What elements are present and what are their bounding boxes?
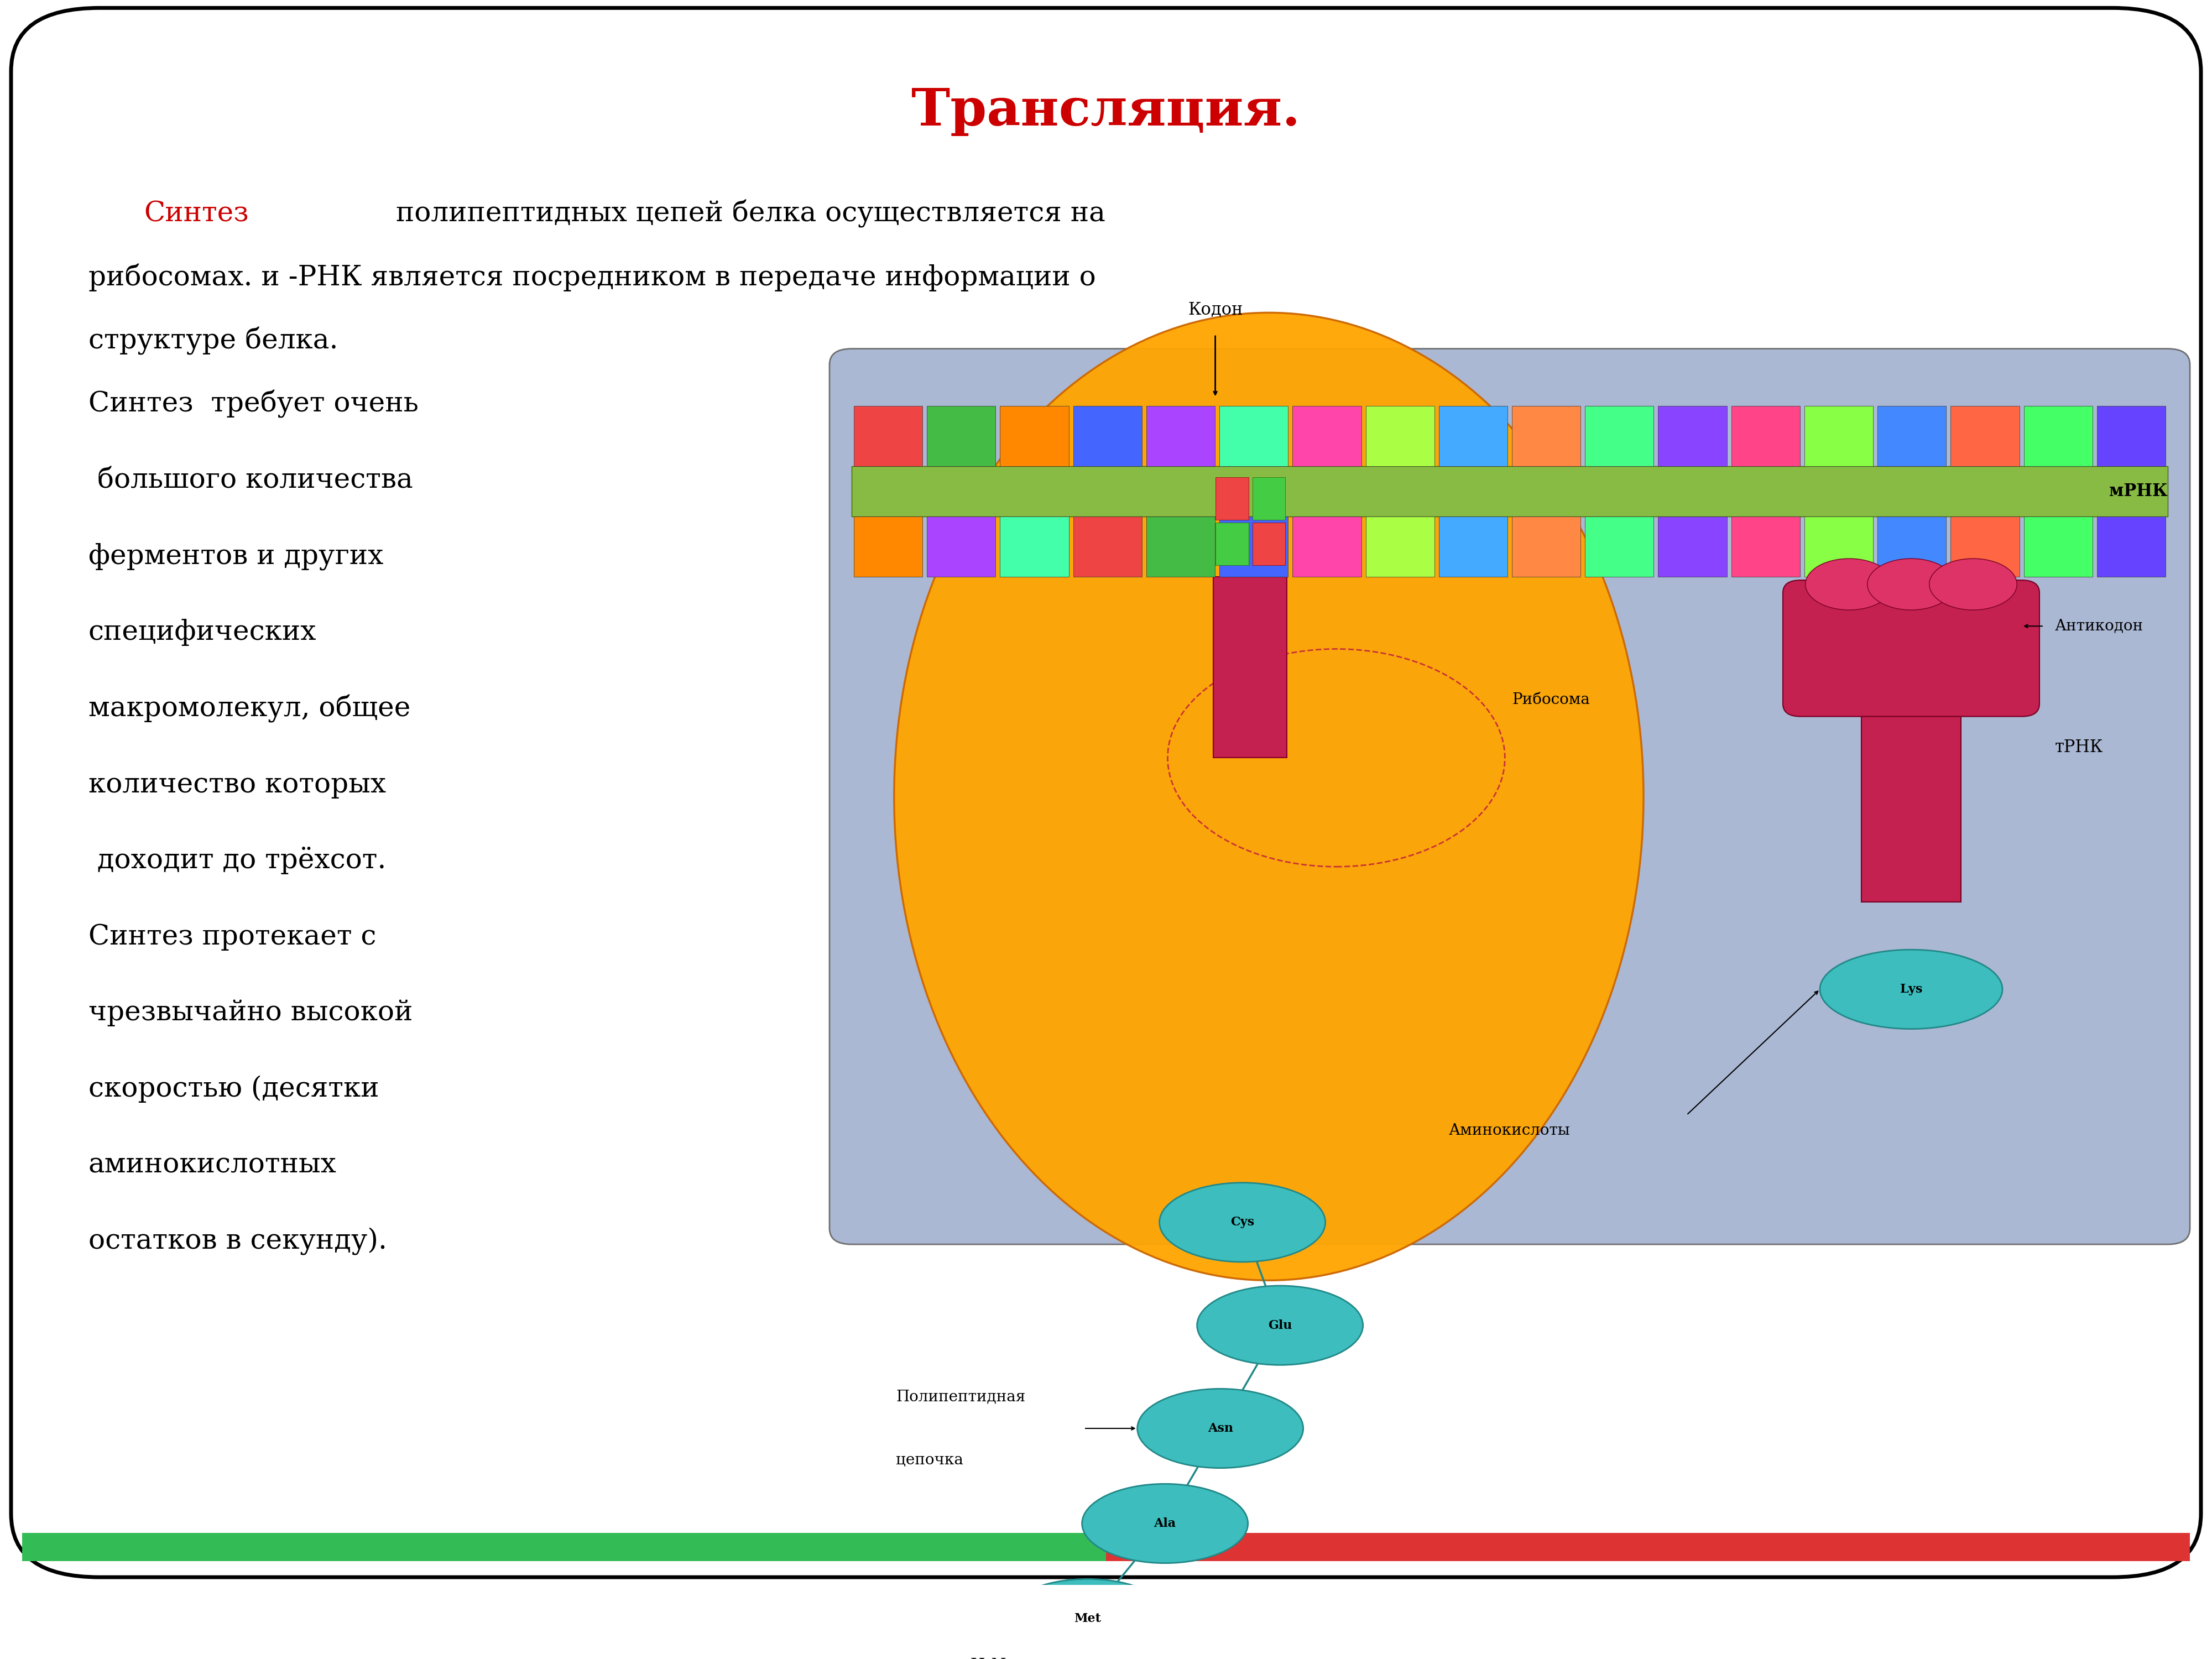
Bar: [1146, 406, 1214, 466]
Bar: [1000, 406, 1068, 466]
Text: Синтез  требует очень: Синтез требует очень: [88, 390, 418, 418]
FancyBboxPatch shape: [830, 348, 2190, 1244]
Bar: [854, 516, 922, 577]
Text: структуре белка.: структуре белка.: [88, 327, 338, 355]
Bar: [2097, 406, 2166, 466]
Text: мРНК: мРНК: [2110, 483, 2168, 499]
Bar: [1586, 516, 1655, 577]
Bar: [1365, 406, 1433, 466]
FancyBboxPatch shape: [11, 8, 2201, 1578]
Bar: [1073, 516, 1141, 577]
Bar: [1438, 406, 1509, 466]
Bar: [1659, 406, 1728, 466]
Ellipse shape: [1082, 1483, 1248, 1563]
Bar: [1586, 406, 1655, 466]
Ellipse shape: [1867, 559, 1955, 611]
Text: Glu: Glu: [1267, 1319, 1292, 1332]
Bar: [1000, 516, 1068, 577]
Text: Синтез протекает с: Синтез протекает с: [88, 922, 376, 951]
Bar: [1878, 406, 1947, 466]
Text: доходит до трёхсот.: доходит до трёхсот.: [88, 846, 387, 874]
Bar: [1292, 406, 1360, 466]
Text: полипептидных цепей белка осуществляется на: полипептидных цепей белка осуществляется…: [387, 199, 1106, 227]
Bar: [1805, 406, 1874, 466]
Bar: [1732, 406, 1801, 466]
Ellipse shape: [1805, 559, 1893, 611]
Bar: [1438, 516, 1509, 577]
Bar: [1365, 516, 1433, 577]
Ellipse shape: [1137, 1389, 1303, 1468]
Text: Met: Met: [1075, 1613, 1102, 1624]
Bar: [1212, 577, 1287, 758]
Bar: [1106, 1533, 2190, 1561]
Ellipse shape: [1197, 1286, 1363, 1365]
Bar: [1214, 523, 1248, 566]
Text: тРНК: тРНК: [2055, 738, 2104, 757]
Text: Asn: Asn: [1208, 1422, 1232, 1435]
Bar: [1252, 523, 1285, 566]
Text: Кодон: Кодон: [1188, 302, 1243, 319]
Bar: [1214, 478, 1248, 519]
Bar: [1146, 516, 1214, 577]
Text: аминокислотных: аминокислотных: [88, 1151, 336, 1180]
Bar: [1292, 516, 1360, 577]
Text: цепочка: цепочка: [896, 1453, 962, 1468]
Bar: [927, 406, 995, 466]
Text: скоростью (десятки: скоростью (десятки: [88, 1075, 378, 1103]
Text: Cys: Cys: [1230, 1216, 1254, 1228]
Bar: [1073, 406, 1141, 466]
Bar: [22, 1533, 1106, 1561]
Bar: [1863, 592, 1962, 902]
Bar: [1951, 516, 2020, 577]
Ellipse shape: [1820, 949, 2002, 1029]
Text: рибосомах. и -РНК является посредником в передаче информации о: рибосомах. и -РНК является посредником в…: [88, 264, 1095, 292]
Ellipse shape: [1159, 1183, 1325, 1262]
FancyBboxPatch shape: [1783, 581, 2039, 717]
Text: Трансляция.: Трансляция.: [911, 86, 1301, 136]
Bar: [854, 406, 922, 466]
Text: остатков в секунду).: остатков в секунду).: [88, 1228, 387, 1254]
Bar: [2024, 516, 2093, 577]
Bar: [927, 516, 995, 577]
Text: специфических: специфических: [88, 619, 316, 645]
Text: количество которых: количество которых: [88, 771, 387, 798]
Ellipse shape: [894, 312, 1644, 1281]
Text: Антикодон: Антикодон: [2055, 619, 2143, 634]
Bar: [1951, 406, 2020, 466]
Text: ферментов и других: ферментов и других: [88, 542, 383, 571]
Ellipse shape: [1004, 1579, 1170, 1659]
Text: Аминокислоты: Аминокислоты: [1449, 1123, 1571, 1138]
Text: Рибосома: Рибосома: [1513, 692, 1590, 707]
Text: чрезвычайно высокой: чрезвычайно высокой: [88, 999, 414, 1027]
Bar: [1219, 516, 1287, 577]
Ellipse shape: [1929, 559, 2017, 611]
Bar: [852, 466, 2168, 516]
Text: Lys: Lys: [1900, 984, 1922, 995]
Text: Ala: Ala: [1155, 1518, 1177, 1530]
Bar: [1513, 516, 1582, 577]
Bar: [1878, 516, 1947, 577]
Bar: [1513, 406, 1582, 466]
Text: макромолекул, общее: макромолекул, общее: [88, 695, 411, 723]
Bar: [2097, 516, 2166, 577]
Text: Синтез: Синтез: [144, 201, 248, 227]
Bar: [1219, 406, 1287, 466]
Bar: [1252, 478, 1285, 519]
Bar: [2024, 406, 2093, 466]
Bar: [1659, 516, 1728, 577]
Bar: [1805, 516, 1874, 577]
Text: большого количества: большого количества: [88, 466, 414, 494]
Text: Полипептидная: Полипептидная: [896, 1389, 1026, 1404]
Bar: [1732, 516, 1801, 577]
